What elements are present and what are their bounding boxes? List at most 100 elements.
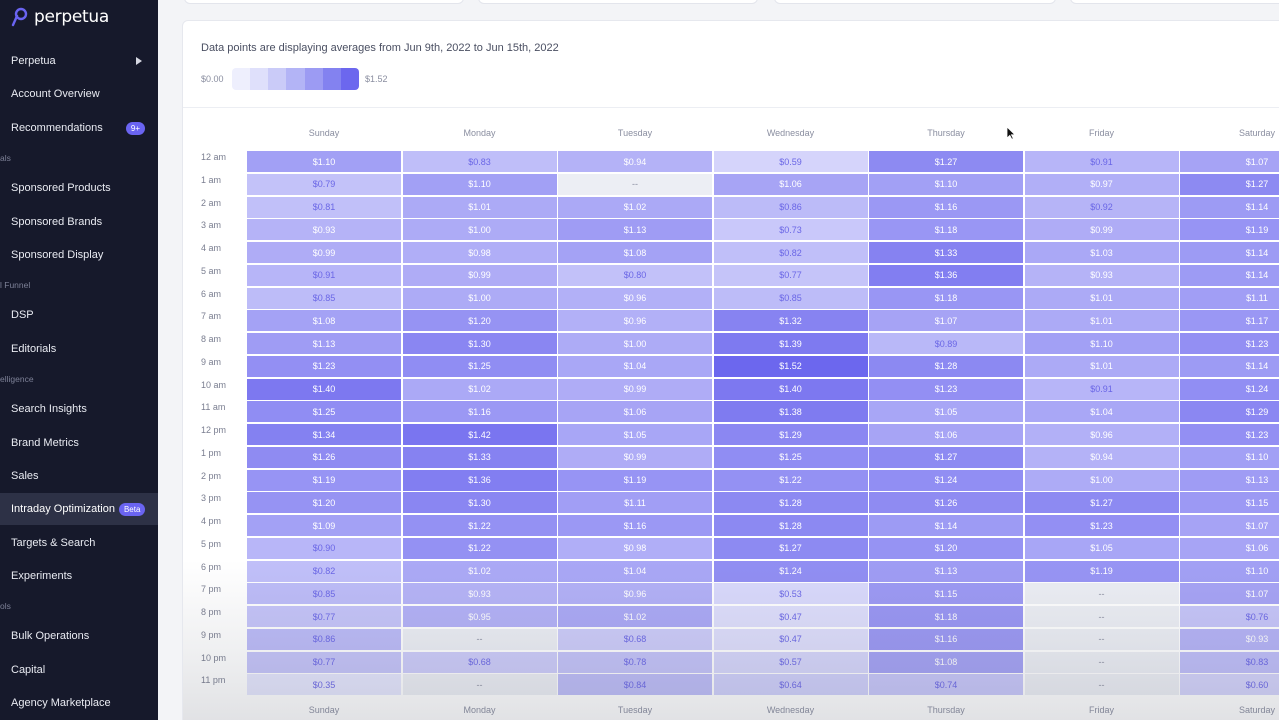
heatmap-cell[interactable]: $0.92: [1024, 196, 1179, 218]
heatmap-cell[interactable]: --: [1024, 628, 1179, 650]
sidebar-item-sales[interactable]: Sales: [0, 460, 158, 492]
top-card[interactable]: [774, 0, 1056, 4]
heatmap-cell[interactable]: $1.20: [869, 537, 1023, 559]
heatmap-cell[interactable]: $1.40: [247, 378, 401, 400]
heatmap-cell[interactable]: $1.02: [558, 196, 712, 218]
heatmap-cell[interactable]: $1.13: [247, 333, 401, 354]
heatmap-cell[interactable]: $0.59: [713, 151, 868, 172]
heatmap-cell[interactable]: --: [558, 173, 712, 195]
heatmap-cell[interactable]: $0.86: [247, 628, 401, 650]
heatmap-cell[interactable]: $1.13: [558, 219, 712, 241]
heatmap-cell[interactable]: $1.30: [402, 333, 557, 354]
heatmap-cell[interactable]: $0.99: [402, 264, 557, 286]
heatmap-cell[interactable]: --: [1024, 606, 1179, 627]
heatmap-cell[interactable]: $0.73: [713, 219, 868, 241]
sidebar-item-agency-marketplace[interactable]: Agency Marketplace: [0, 687, 158, 719]
heatmap-cell[interactable]: $1.20: [402, 310, 557, 332]
heatmap-cell[interactable]: $0.82: [247, 560, 401, 582]
heatmap-cell[interactable]: $1.14: [869, 515, 1023, 536]
sidebar-item-capital[interactable]: Capital: [0, 654, 158, 686]
heatmap-cell[interactable]: $1.05: [869, 401, 1023, 423]
heatmap-cell[interactable]: $1.10: [247, 151, 401, 172]
perpetua-logo[interactable]: perpetua: [10, 6, 109, 28]
sidebar-item-search-insights[interactable]: Search Insights: [0, 393, 158, 425]
sidebar-item-bulk-operations[interactable]: Bulk Operations: [0, 620, 158, 652]
heatmap-cell[interactable]: --: [1024, 674, 1179, 696]
sidebar-item-recommendations[interactable]: Recommendations 9+: [0, 112, 158, 144]
heatmap-cell[interactable]: $0.81: [247, 196, 401, 218]
heatmap-cell[interactable]: $1.27: [869, 151, 1023, 172]
heatmap-cell[interactable]: $1.01: [1024, 355, 1179, 377]
heatmap-cell[interactable]: $1.19: [558, 469, 712, 491]
heatmap-cell[interactable]: $0.64: [713, 674, 868, 696]
heatmap-cell[interactable]: $1.15: [1180, 492, 1279, 514]
heatmap-cell[interactable]: $1.05: [558, 424, 712, 445]
heatmap-cell[interactable]: $1.33: [869, 242, 1023, 263]
heatmap-cell[interactable]: $1.28: [713, 492, 868, 514]
heatmap-cell[interactable]: $1.22: [402, 515, 557, 536]
heatmap-cell[interactable]: $1.20: [247, 492, 401, 514]
heatmap-cell[interactable]: $0.35: [247, 674, 401, 696]
heatmap-cell[interactable]: $0.77: [713, 264, 868, 286]
heatmap-cell[interactable]: $1.10: [869, 173, 1023, 195]
heatmap-cell[interactable]: $1.11: [558, 492, 712, 514]
sidebar-item-intraday-optimization[interactable]: Intraday Optimization Beta: [0, 493, 158, 525]
heatmap-cell[interactable]: $1.25: [402, 355, 557, 377]
heatmap-cell[interactable]: $1.08: [247, 310, 401, 332]
heatmap-cell[interactable]: $1.24: [713, 560, 868, 582]
heatmap-cell[interactable]: $1.06: [558, 401, 712, 423]
sidebar-item-sponsored-display[interactable]: Sponsored Display: [0, 239, 158, 271]
heatmap-cell[interactable]: $0.93: [1024, 264, 1179, 286]
heatmap-cell[interactable]: $1.30: [402, 492, 557, 514]
heatmap-cell[interactable]: $0.68: [558, 628, 712, 650]
heatmap-cell[interactable]: $1.16: [558, 515, 712, 536]
heatmap-cell[interactable]: $1.23: [1180, 424, 1279, 445]
heatmap-cell[interactable]: $1.02: [558, 606, 712, 627]
heatmap-cell[interactable]: $1.40: [713, 378, 868, 400]
heatmap-cell[interactable]: $0.83: [402, 151, 557, 172]
heatmap-cell[interactable]: $0.95: [402, 606, 557, 627]
heatmap-cell[interactable]: $1.08: [869, 651, 1023, 673]
heatmap-cell[interactable]: $0.96: [558, 287, 712, 309]
heatmap-cell[interactable]: --: [1024, 583, 1179, 605]
heatmap-cell[interactable]: $1.00: [558, 333, 712, 354]
heatmap-cell[interactable]: $1.15: [869, 583, 1023, 605]
heatmap-cell[interactable]: $1.18: [869, 606, 1023, 627]
heatmap-cell[interactable]: $0.94: [558, 151, 712, 172]
heatmap-cell[interactable]: $0.98: [558, 537, 712, 559]
heatmap-cell[interactable]: $1.14: [1180, 196, 1279, 218]
heatmap-cell[interactable]: $0.47: [713, 606, 868, 627]
heatmap-cell[interactable]: $0.85: [247, 583, 401, 605]
heatmap-cell[interactable]: $0.60: [1180, 674, 1279, 696]
heatmap-cell[interactable]: $0.99: [558, 446, 712, 468]
heatmap-cell[interactable]: $1.02: [402, 560, 557, 582]
heatmap-cell[interactable]: $1.16: [402, 401, 557, 423]
heatmap-cell[interactable]: $1.36: [402, 469, 557, 491]
heatmap-cell[interactable]: $1.29: [1180, 401, 1279, 423]
heatmap-cell[interactable]: $1.33: [402, 446, 557, 468]
heatmap-cell[interactable]: $0.93: [402, 583, 557, 605]
heatmap-cell[interactable]: $0.91: [247, 264, 401, 286]
heatmap-cell[interactable]: $1.14: [1180, 242, 1279, 263]
heatmap-cell[interactable]: $0.86: [713, 196, 868, 218]
heatmap-cell[interactable]: $1.00: [1024, 469, 1179, 491]
heatmap-cell[interactable]: $1.16: [869, 628, 1023, 650]
heatmap-cell[interactable]: $1.22: [713, 469, 868, 491]
heatmap-cell[interactable]: $1.00: [402, 219, 557, 241]
heatmap-cell[interactable]: $0.83: [1180, 651, 1279, 673]
heatmap-cell[interactable]: $1.22: [402, 537, 557, 559]
heatmap-cell[interactable]: $1.52: [713, 355, 868, 377]
heatmap-cell[interactable]: $0.91: [1024, 378, 1179, 400]
heatmap-cell[interactable]: $1.23: [1180, 333, 1279, 354]
heatmap-cell[interactable]: $1.17: [1180, 310, 1279, 332]
heatmap-cell[interactable]: $0.82: [713, 242, 868, 263]
heatmap-cell[interactable]: $1.01: [1024, 287, 1179, 309]
heatmap-cell[interactable]: $1.23: [869, 378, 1023, 400]
heatmap-cell[interactable]: $0.99: [247, 242, 401, 263]
sidebar-item-targets-search[interactable]: Targets & Search: [0, 527, 158, 559]
heatmap-cell[interactable]: $0.89: [869, 333, 1023, 354]
heatmap-cell[interactable]: $1.16: [869, 196, 1023, 218]
heatmap-cell[interactable]: $1.13: [869, 560, 1023, 582]
heatmap-cell[interactable]: $0.68: [402, 651, 557, 673]
heatmap-cell[interactable]: $1.03: [1024, 242, 1179, 263]
